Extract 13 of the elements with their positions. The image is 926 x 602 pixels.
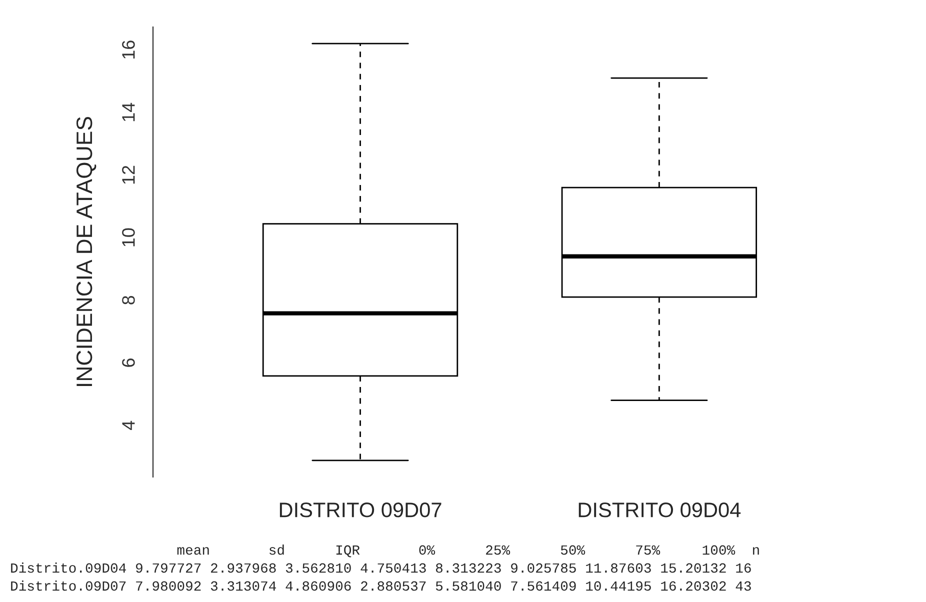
text: mean sd IQR 0% 25% 50% 75% 100% n <box>177 544 759 558</box>
y-tick-label: 16 <box>122 40 135 59</box>
y-tick-label: 4 <box>122 420 135 430</box>
y-tick-label: 10 <box>122 228 135 246</box>
text: Distrito.09D07 7.980092 3.313074 4.860906 2.880537 5.581040 7.561409 10.44195 16.20302 43 <box>11 580 751 591</box>
y-tick-label: 8 <box>122 296 135 304</box>
y-axis-title: INCIDENCIA DE ATAQUES <box>76 116 96 386</box>
y-tick-label: 12 <box>122 166 135 184</box>
y-tick-label: 6 <box>122 358 135 367</box>
x-tick-label: DISTRITO 09D04 <box>578 502 741 518</box>
text: Distrito.09D04 9.797727 2.937968 3.562810 4.750413 8.313223 9.025785 11.87603 15.20132 16 <box>11 562 751 573</box>
x-tick-label: DISTRITO 09D07 <box>280 502 442 518</box>
y-tick-label: 14 <box>122 102 135 122</box>
